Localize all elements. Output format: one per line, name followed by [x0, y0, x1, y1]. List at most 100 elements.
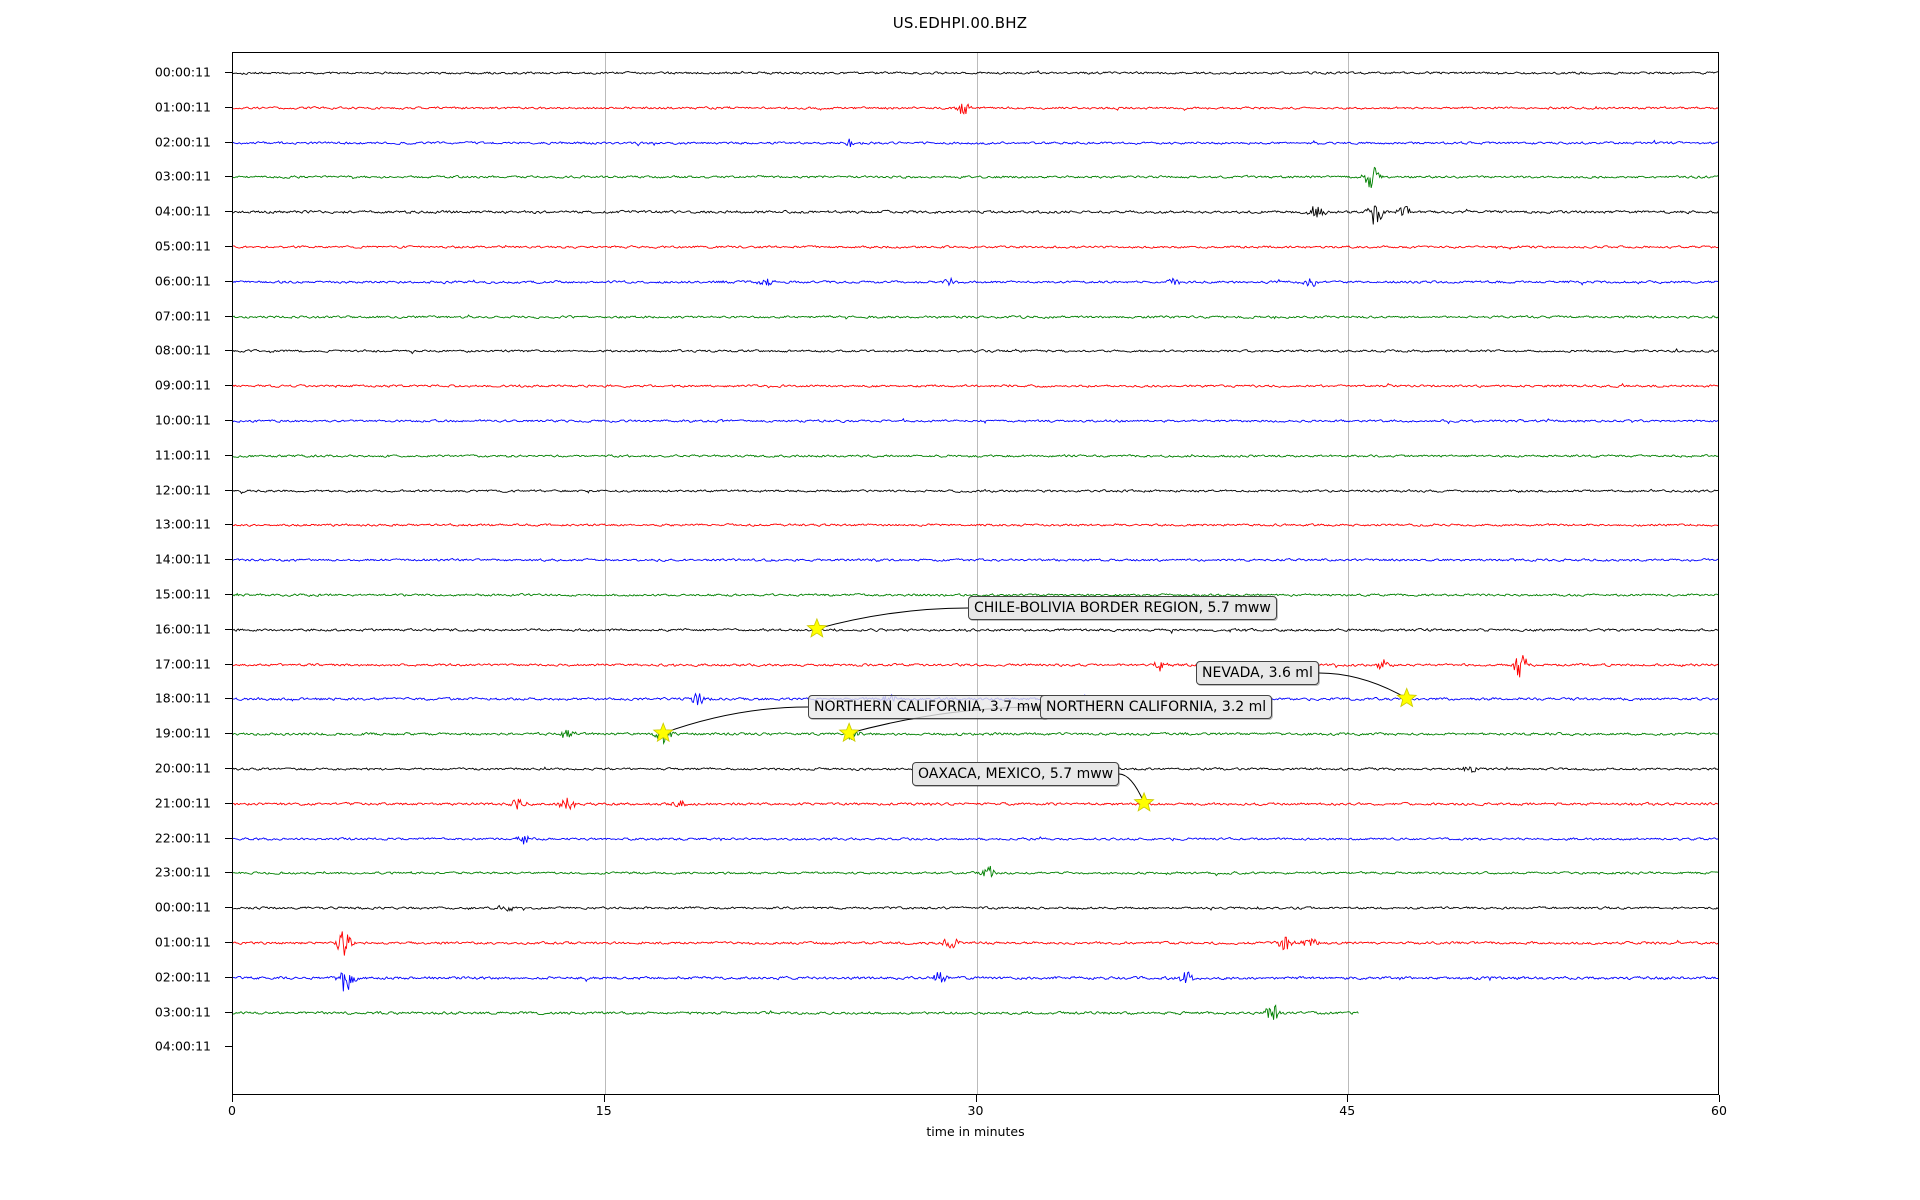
x-tick-label: 30 — [967, 1103, 984, 1118]
y-tick-mark — [225, 768, 232, 769]
y-tick-mark — [225, 489, 232, 491]
y-tick-mark — [225, 1011, 232, 1013]
y-tick-label: 03:00:11 — [154, 168, 211, 184]
y-tick-mark — [225, 246, 232, 247]
x-tick-mark — [1347, 1095, 1349, 1102]
x-tick-label: 0 — [228, 1103, 236, 1118]
x-tick-mark — [975, 1095, 977, 1102]
y-tick-mark — [225, 976, 232, 978]
y-tick-mark — [225, 1046, 232, 1048]
gridline-15 — [604, 53, 606, 1094]
trace-01-00-11 — [233, 85, 1718, 131]
y-tick-mark — [225, 663, 232, 665]
trace-00-00-11 — [233, 50, 1718, 96]
trace-02-00-11 — [233, 955, 1718, 1001]
event-annotation-northern-california-32[interactable]: NORTHERN CALIFORNIA, 3.2 ml — [1040, 695, 1273, 719]
y-tick-label: 02:00:11 — [154, 969, 211, 985]
y-tick-mark — [225, 907, 232, 909]
trace-12-00-11 — [233, 468, 1718, 514]
trace-03-00-11 — [233, 154, 1718, 200]
y-tick-mark — [225, 454, 232, 456]
y-tick-label: 18:00:11 — [154, 690, 211, 706]
y-tick-label: 00:00:11 — [154, 899, 211, 915]
y-tick-label: 04:00:11 — [154, 203, 211, 219]
y-tick-mark — [225, 524, 232, 526]
y-tick-mark — [225, 141, 232, 143]
y-tick-label: 22:00:11 — [154, 830, 211, 846]
trace-21-00-11 — [233, 781, 1718, 827]
y-tick-label: 20:00:11 — [154, 760, 211, 776]
y-tick-label: 15:00:11 — [154, 586, 211, 602]
y-tick-mark — [225, 350, 232, 352]
page-title: US.EDHPI.00.BHZ — [892, 14, 1028, 32]
y-tick-mark — [225, 211, 232, 213]
trace-04-00-11 — [233, 189, 1718, 235]
trace-13-00-11 — [233, 502, 1718, 548]
y-tick-mark — [225, 280, 232, 282]
y-tick-mark — [225, 628, 232, 630]
y-tick-mark — [225, 837, 232, 839]
trace-14-00-11 — [233, 537, 1718, 583]
gridline-45 — [1348, 53, 1350, 1094]
y-tick-mark — [225, 942, 232, 943]
trace-22-00-11 — [233, 816, 1718, 862]
plot-area — [232, 52, 1719, 1095]
trace-15-00-11 — [233, 572, 1718, 618]
event-annotation-nevada[interactable]: NEVADA, 3.6 ml — [1196, 661, 1319, 685]
trace-09-00-11 — [233, 363, 1718, 409]
y-tick-mark — [225, 72, 232, 73]
y-tick-mark — [225, 802, 232, 804]
x-axis-label: time in minutes — [926, 1124, 1025, 1139]
trace-04-00-11 — [233, 1024, 1718, 1070]
x-tick-mark — [232, 1095, 233, 1102]
trace-02-00-11 — [233, 120, 1718, 166]
y-tick-mark — [225, 176, 232, 178]
y-tick-label: 04:00:11 — [154, 1038, 211, 1054]
x-tick-label: 15 — [595, 1103, 612, 1118]
x-tick-mark — [603, 1095, 605, 1102]
trace-16-00-11 — [233, 607, 1718, 653]
y-tick-label: 19:00:11 — [154, 725, 211, 741]
y-tick-label: 07:00:11 — [154, 308, 211, 324]
x-tick-mark — [1719, 1095, 1720, 1102]
trace-11-00-11 — [233, 433, 1718, 479]
trace-19-00-11 — [233, 711, 1718, 757]
y-tick-label: 06:00:11 — [154, 273, 211, 289]
event-annotation-oaxaca-mexico[interactable]: OAXACA, MEXICO, 5.7 mww — [912, 762, 1120, 786]
y-tick-mark — [225, 385, 232, 387]
trace-01-00-11 — [233, 920, 1718, 966]
y-tick-label: 09:00:11 — [154, 377, 211, 393]
trace-23-00-11 — [233, 850, 1718, 896]
y-tick-label: 03:00:11 — [154, 1004, 211, 1020]
trace-08-00-11 — [233, 328, 1718, 374]
gridline-30 — [976, 53, 978, 1094]
y-tick-label: 16:00:11 — [154, 621, 211, 637]
y-tick-mark — [225, 872, 232, 874]
y-tick-label: 23:00:11 — [154, 864, 211, 880]
trace-06-00-11 — [233, 259, 1718, 305]
event-annotation-northern-california-37[interactable]: NORTHERN CALIFORNIA, 3.7 mw — [808, 695, 1048, 719]
y-tick-label: 01:00:11 — [154, 934, 211, 950]
y-tick-label: 21:00:11 — [154, 795, 211, 811]
trace-07-00-11 — [233, 294, 1718, 340]
y-tick-label: 01:00:11 — [154, 99, 211, 115]
y-tick-mark — [225, 559, 232, 561]
y-tick-label: 08:00:11 — [154, 342, 211, 358]
y-tick-label: 11:00:11 — [154, 447, 211, 463]
y-tick-mark — [225, 315, 232, 317]
y-tick-mark — [225, 698, 232, 700]
trace-10-00-11 — [233, 398, 1718, 444]
y-tick-label: 17:00:11 — [154, 656, 211, 672]
y-tick-label: 05:00:11 — [154, 238, 211, 254]
y-tick-mark — [225, 106, 232, 108]
trace-05-00-11 — [233, 224, 1718, 270]
trace-17-00-11 — [233, 642, 1718, 688]
trace-00-00-11 — [233, 885, 1718, 931]
y-tick-label: 02:00:11 — [154, 134, 211, 150]
event-annotation-chile-bolivia[interactable]: CHILE-BOLIVIA BORDER REGION, 5.7 mww — [968, 596, 1277, 620]
y-tick-label: 00:00:11 — [154, 64, 211, 80]
y-tick-mark — [225, 420, 232, 421]
x-tick-label: 60 — [1711, 1103, 1727, 1118]
x-tick-label: 45 — [1339, 1103, 1356, 1118]
